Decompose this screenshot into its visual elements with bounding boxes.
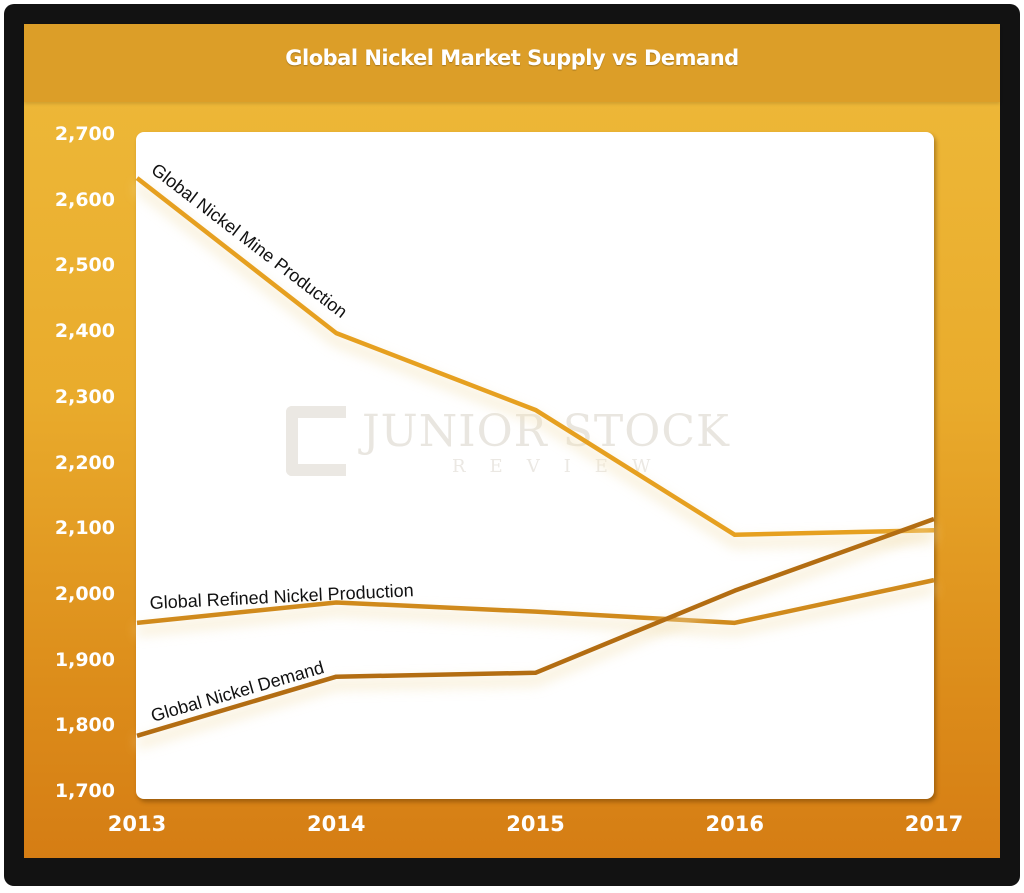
series-line [136, 577, 935, 626]
y-tick-label: 2,200 [54, 451, 115, 474]
y-tick-label: 1,700 [54, 780, 115, 802]
y-tick-label: 2,100 [54, 517, 115, 540]
plot-area [136, 132, 934, 799]
series-line [136, 516, 935, 738]
y-tick-label: 1,800 [54, 714, 115, 737]
x-tick-label: 2013 [107, 812, 167, 836]
series-label: Global Nickel Mine Production [148, 159, 351, 322]
chart-title: Global Nickel Market Supply vs Demand [285, 46, 739, 70]
chart-header: Global Nickel Market Supply vs Demand [24, 24, 1000, 102]
series-line [135, 176, 935, 538]
y-tick-label: 2,500 [54, 254, 115, 277]
y-tick-label: 2,000 [54, 582, 115, 605]
y-tick-label: 2,600 [54, 188, 115, 211]
y-tick-label: 1,900 [54, 648, 115, 671]
y-tick-label: 2,700 [54, 123, 115, 145]
y-tick-label: 2,300 [54, 385, 115, 408]
y-tick-label: 2,400 [54, 320, 115, 343]
x-tick-label: 2014 [307, 812, 366, 836]
x-tick-label: 2015 [506, 812, 565, 836]
x-tick-label: 2017 [904, 812, 964, 836]
x-tick-label: 2016 [705, 812, 764, 836]
